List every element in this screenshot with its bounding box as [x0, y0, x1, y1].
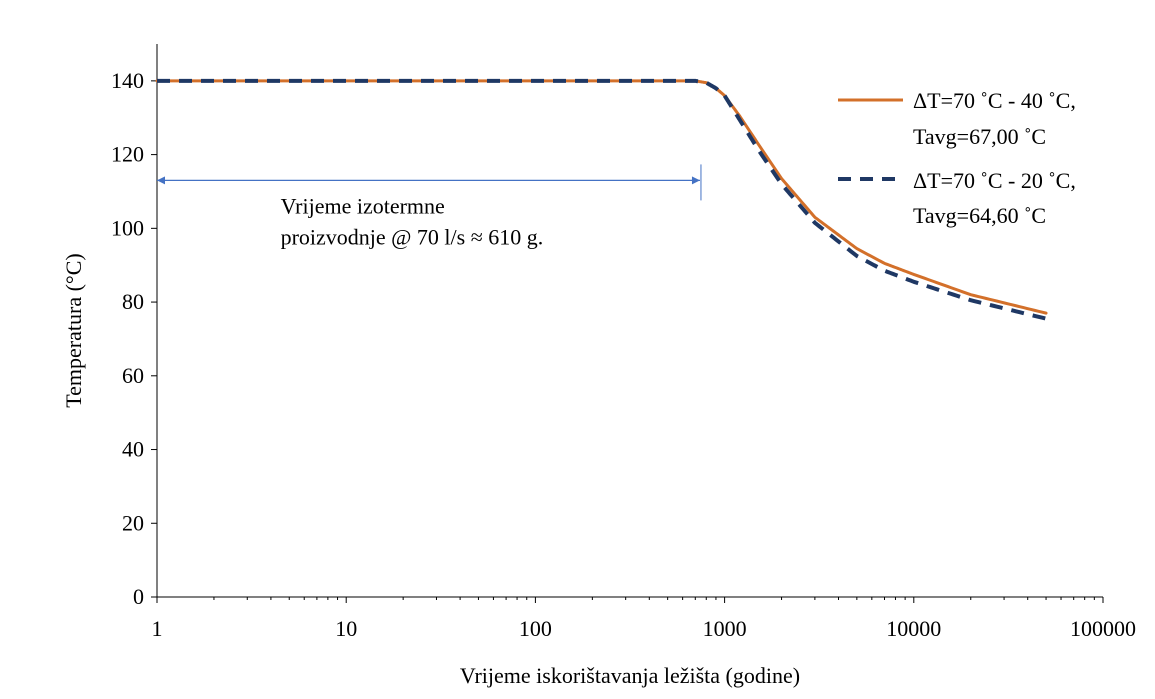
- x-tick-label: 10000: [886, 616, 941, 641]
- axes-group: 0 20 40 60 80 100 120 140 1 10 100 1000 10000 100000: [111, 44, 1136, 641]
- y-tick-label: 20: [122, 510, 144, 535]
- y-tick-label: 0: [133, 584, 144, 609]
- y-tick-label: 60: [122, 363, 144, 388]
- legend-label-1: ΔT=70 ˚C - 40 ˚C, Tavg=67,00 ˚C: [913, 88, 1076, 149]
- legend-line: Tavg=67,00 ˚C: [913, 124, 1046, 149]
- annotation-group: Vrijeme izotermne proizvodnje @ 70 l/s ≈ …: [157, 164, 702, 250]
- annotation-line: proizvodnje @ 70 l/s ≈ 610 g.: [281, 225, 544, 250]
- y-axis-title: Temperatura (°C): [61, 253, 86, 407]
- legend-line: ΔT=70 ˚C - 40 ˚C,: [913, 88, 1076, 113]
- legend-label-2: ΔT=70 ˚C - 20 ˚C, Tavg=64,60 ˚C: [913, 168, 1076, 228]
- y-tick-label: 80: [122, 289, 144, 314]
- x-axis-title: Vrijeme iskorištavanja ležišta (godine): [460, 663, 800, 688]
- legend-line: ΔT=70 ˚C - 20 ˚C,: [913, 168, 1076, 193]
- x-tick-label: 1: [152, 616, 163, 641]
- x-tick-label: 100000: [1070, 616, 1136, 641]
- series-group: [155, 78, 1048, 321]
- x-tick-label: 100: [519, 616, 552, 641]
- y-tick-label: 40: [122, 437, 144, 462]
- x-tick-label: 1000: [703, 616, 747, 641]
- series-line-2: [157, 78, 1047, 321]
- annotation-text: Vrijeme izotermne proizvodnje @ 70 l/s ≈ …: [281, 194, 544, 250]
- annotation-line: Vrijeme izotermne: [281, 194, 445, 219]
- x-tick-label: 10: [335, 616, 357, 641]
- y-tick-label: 140: [111, 68, 144, 93]
- series-line-1: [155, 79, 1048, 315]
- legend-line: Tavg=64,60 ˚C: [913, 203, 1046, 228]
- legend: ΔT=70 ˚C - 40 ˚C, Tavg=67,00 ˚CΔT=70 ˚C -…: [838, 88, 1076, 228]
- y-tick-label: 120: [111, 142, 144, 167]
- y-tick-label: 100: [111, 215, 144, 240]
